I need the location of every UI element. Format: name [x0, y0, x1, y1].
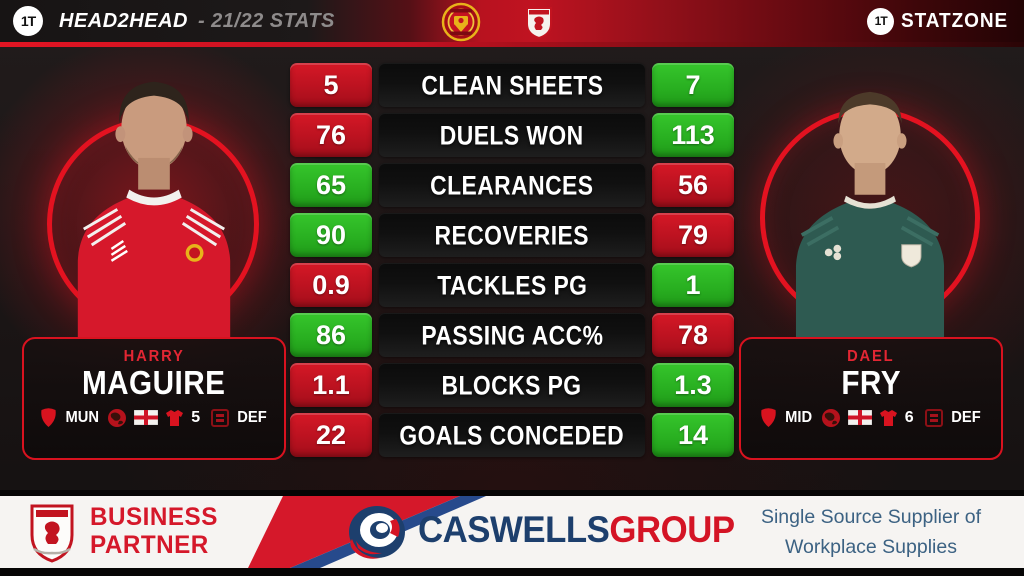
stat-label-text: CLEARANCES — [430, 168, 594, 201]
stat-label-text: GOALS CONCEDED — [399, 418, 625, 451]
manchester-united-crest-icon — [441, 2, 481, 42]
stat-row: 0.9 TACKLES PG 1 — [290, 263, 734, 307]
tagline-line1: Single Source Supplier of — [760, 506, 982, 528]
statzone-circle-icon: 1T — [13, 6, 43, 36]
sponsor-tagline: Single Source Supplier of Workplace Supp… — [742, 502, 1000, 562]
shirt-number: 5 — [191, 408, 201, 426]
statzone-brand-icon: 1T — [867, 7, 895, 35]
stat-label-text: RECOVERIES — [434, 218, 590, 251]
right-value-box: 79 — [652, 213, 734, 257]
right-value-box: 1 — [652, 263, 734, 307]
caswells-group-wordmark: CASWELLSGROUP — [418, 509, 735, 551]
stat-row: 65 CLEARANCES 56 — [290, 163, 734, 207]
middlesbrough-crest-icon — [526, 7, 552, 40]
stat-label-text: DUELS WON — [440, 118, 584, 151]
right-player-last-name: FRY — [841, 364, 901, 401]
stat-row: 1.1 BLOCKS PG 1.3 — [290, 363, 734, 407]
left-value-box: 1.1 — [290, 363, 372, 407]
stats-comparison-list: 5 CLEAN SHEETS 7 76 DUELS WON 113 65 CLE… — [290, 63, 734, 463]
shirt-icon — [166, 409, 184, 426]
stat-row: 76 DUELS WON 113 — [290, 113, 734, 157]
right-value-box: 7 — [652, 63, 734, 107]
right-value-box: 113 — [652, 113, 734, 157]
left-player-photo — [77, 81, 231, 337]
club-shield-icon — [761, 407, 777, 427]
stat-label: CLEAN SHEETS — [379, 63, 645, 107]
left-value-box: 5 — [290, 63, 372, 107]
statzone-brand-name: STATZONE — [901, 9, 1009, 32]
left-value-box: 22 — [290, 413, 372, 457]
stat-label: BLOCKS PG — [379, 363, 645, 407]
club-code: MID — [785, 408, 813, 426]
left-value-box: 65 — [290, 163, 372, 207]
business-partner-line1: BUSINESS — [90, 503, 218, 531]
stat-row: 22 GOALS CONCEDED 14 — [290, 413, 734, 457]
right-player-photo — [795, 91, 945, 338]
right-player-first-name: DAEL — [847, 348, 895, 365]
stat-label: RECOVERIES — [379, 213, 645, 257]
club-shield-icon — [41, 407, 56, 427]
left-player-last-name: MAGUIRE — [82, 364, 226, 401]
tagline-line2: Workplace Supplies — [785, 536, 957, 559]
footer-white-band: BUSINESS PARTNER CASWELLSGROUP Single So… — [0, 496, 1024, 568]
right-player-card: DAEL FRY MID 6 DEF — [739, 337, 1003, 460]
right-value-box: 14 — [652, 413, 734, 457]
stat-label-text: CLEAN SHEETS — [421, 68, 603, 101]
stat-row: 5 CLEAN SHEETS 7 — [290, 63, 734, 107]
england-flag-icon — [134, 410, 159, 426]
caswells-word: CASWELLS — [418, 509, 610, 550]
stat-label: PASSING ACC% — [379, 313, 645, 357]
group-word: GROUP — [609, 509, 735, 550]
globe-icon — [108, 408, 127, 427]
top-bar: 1T HEAD2HEAD - 21/22 STATS 1T STATZONE — [0, 0, 1024, 42]
position-badge-icon — [211, 408, 230, 427]
business-partner-line2: PARTNER — [90, 531, 209, 559]
globe-icon — [821, 408, 840, 427]
shirt-icon — [879, 409, 897, 426]
left-player-first-name: HARRY — [123, 348, 185, 365]
shirt-number: 6 — [904, 408, 914, 426]
page-title: HEAD2HEAD - 21/22 STATS — [59, 10, 335, 33]
business-partner-label: BUSINESS PARTNER — [90, 503, 218, 559]
stat-label: CLEARANCES — [379, 163, 645, 207]
left-player-card: HARRY MAGUIRE MUN 5 DEF — [22, 337, 286, 460]
left-player-meta: MUN 5 DEF — [40, 407, 268, 428]
position-label: DEF — [950, 408, 981, 426]
header-accent-strip — [0, 42, 1024, 47]
left-value-box: 0.9 — [290, 263, 372, 307]
stat-label-text: BLOCKS PG — [441, 368, 582, 401]
statzone-brand: 1T STATZONE — [867, 0, 1014, 42]
footer-sponsor-bar: BUSINESS PARTNER CASWELLSGROUP Single So… — [0, 490, 1024, 576]
stat-label: TACKLES PG — [379, 263, 645, 307]
middlesbrough-crest-icon — [30, 504, 74, 563]
stat-label: GOALS CONCEDED — [379, 413, 645, 457]
right-value-box: 1.3 — [652, 363, 734, 407]
right-value-box: 78 — [652, 313, 734, 357]
right-value-box: 56 — [652, 163, 734, 207]
caswells-logo-icon — [349, 506, 405, 559]
position-badge-icon — [924, 408, 943, 427]
left-value-box: 86 — [290, 313, 372, 357]
left-value-box: 76 — [290, 113, 372, 157]
right-player-meta: MID 6 DEF — [760, 407, 981, 428]
stat-label: DUELS WON — [379, 113, 645, 157]
stat-label-text: TACKLES PG — [436, 268, 588, 301]
left-value-box: 90 — [290, 213, 372, 257]
club-code: MUN — [65, 408, 99, 426]
stat-row: 86 PASSING ACC% 78 — [290, 313, 734, 357]
stat-label-text: PASSING ACC% — [421, 318, 603, 351]
stat-row: 90 RECOVERIES 79 — [290, 213, 734, 257]
england-flag-icon — [847, 410, 872, 426]
title-text: HEAD2HEAD — [59, 9, 188, 32]
subtitle-text: - 21/22 STATS — [197, 9, 335, 32]
position-label: DEF — [237, 408, 267, 426]
